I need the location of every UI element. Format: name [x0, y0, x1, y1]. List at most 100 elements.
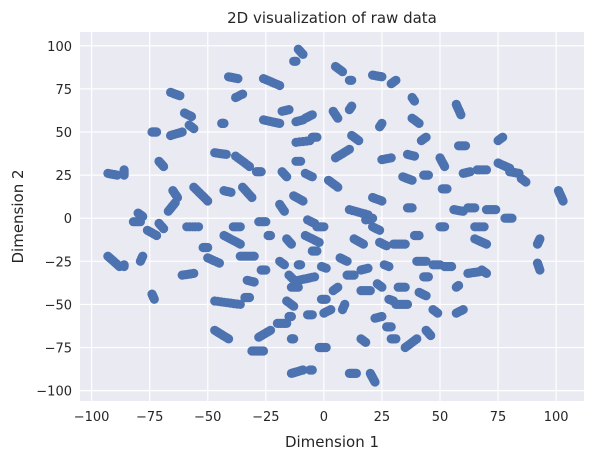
y-tick-label: −25: [45, 255, 72, 270]
data-point: [244, 292, 255, 303]
data-point: [342, 256, 352, 266]
data-point: [152, 230, 162, 241]
data-point: [347, 101, 357, 111]
data-point: [119, 170, 129, 180]
data-point: [433, 308, 443, 318]
data-point: [247, 192, 257, 203]
data-point: [333, 282, 343, 292]
data-point: [333, 113, 343, 123]
data-point: [249, 277, 259, 287]
data-point: [235, 299, 245, 309]
data-point: [289, 334, 299, 344]
data-point: [112, 170, 122, 180]
data-points: [103, 44, 568, 387]
data-point: [507, 213, 517, 223]
data-point: [558, 196, 568, 206]
data-point: [442, 184, 452, 194]
y-tick-label: 50: [55, 126, 72, 141]
data-point: [286, 239, 296, 249]
data-point: [321, 342, 331, 353]
data-point: [377, 311, 387, 322]
data-point: [414, 118, 424, 128]
x-tick-label: −75: [136, 410, 163, 425]
data-point: [193, 222, 204, 232]
data-point: [407, 175, 417, 185]
data-point: [177, 127, 187, 137]
data-point: [363, 263, 373, 273]
data-point: [337, 67, 348, 77]
data-point: [458, 305, 468, 315]
x-tick-label: 100: [544, 410, 569, 425]
data-point: [421, 291, 431, 301]
data-point: [423, 272, 433, 282]
data-point: [470, 203, 480, 213]
y-tick-label: 75: [55, 83, 72, 98]
data-point: [203, 242, 213, 253]
data-point: [491, 205, 501, 215]
data-point: [135, 256, 145, 266]
data-point: [326, 305, 336, 315]
data-point: [368, 213, 378, 223]
data-point: [358, 239, 368, 249]
data-point: [235, 239, 245, 249]
data-point: [365, 286, 375, 296]
data-point: [521, 177, 531, 187]
data-point: [186, 111, 197, 122]
data-point: [203, 196, 213, 206]
data-point: [310, 272, 320, 282]
data-point: [377, 282, 387, 292]
data-point: [159, 224, 169, 234]
data-point: [391, 334, 401, 344]
data-point: [149, 294, 159, 304]
data-point: [340, 299, 350, 309]
data-point: [321, 294, 331, 304]
data-point: [479, 222, 489, 232]
data-point: [298, 196, 308, 206]
data-point: [289, 56, 299, 66]
data-point: [391, 75, 401, 85]
data-point: [361, 337, 371, 347]
data-point: [386, 153, 396, 163]
data-point: [481, 268, 492, 278]
x-tick-label: 75: [490, 410, 507, 425]
data-point: [175, 91, 185, 101]
data-point: [226, 187, 236, 197]
data-point: [481, 165, 492, 175]
data-point: [407, 203, 417, 213]
data-point: [535, 234, 545, 244]
data-point: [261, 217, 271, 227]
data-point: [421, 132, 431, 142]
grid-lines: [80, 32, 584, 401]
data-point: [189, 268, 199, 278]
data-point: [377, 118, 387, 128]
data-point: [423, 170, 433, 180]
data-point: [135, 217, 145, 227]
x-tick-label: −25: [252, 410, 279, 425]
data-point: [224, 334, 234, 344]
data-point: [314, 237, 324, 247]
data-point: [307, 310, 317, 320]
data-point: [377, 196, 387, 206]
data-point: [535, 265, 545, 275]
y-tick-label: −75: [45, 342, 72, 357]
data-point: [258, 346, 269, 356]
data-point: [454, 280, 464, 291]
data-point: [119, 260, 129, 270]
data-point: [279, 260, 289, 270]
data-point: [375, 225, 385, 235]
x-tick-label: −100: [74, 410, 110, 425]
data-point: [296, 260, 306, 270]
data-point: [249, 251, 259, 261]
data-point: [344, 144, 354, 154]
y-axis-label: Dimension 2: [9, 169, 27, 263]
data-point: [284, 105, 294, 115]
data-point: [189, 124, 199, 134]
x-tick-label: 50: [432, 410, 449, 425]
data-point: [409, 151, 420, 161]
data-point: [265, 325, 276, 335]
data-point: [426, 330, 436, 341]
data-point: [440, 222, 450, 232]
data-point: [312, 246, 322, 256]
data-point: [386, 322, 396, 332]
